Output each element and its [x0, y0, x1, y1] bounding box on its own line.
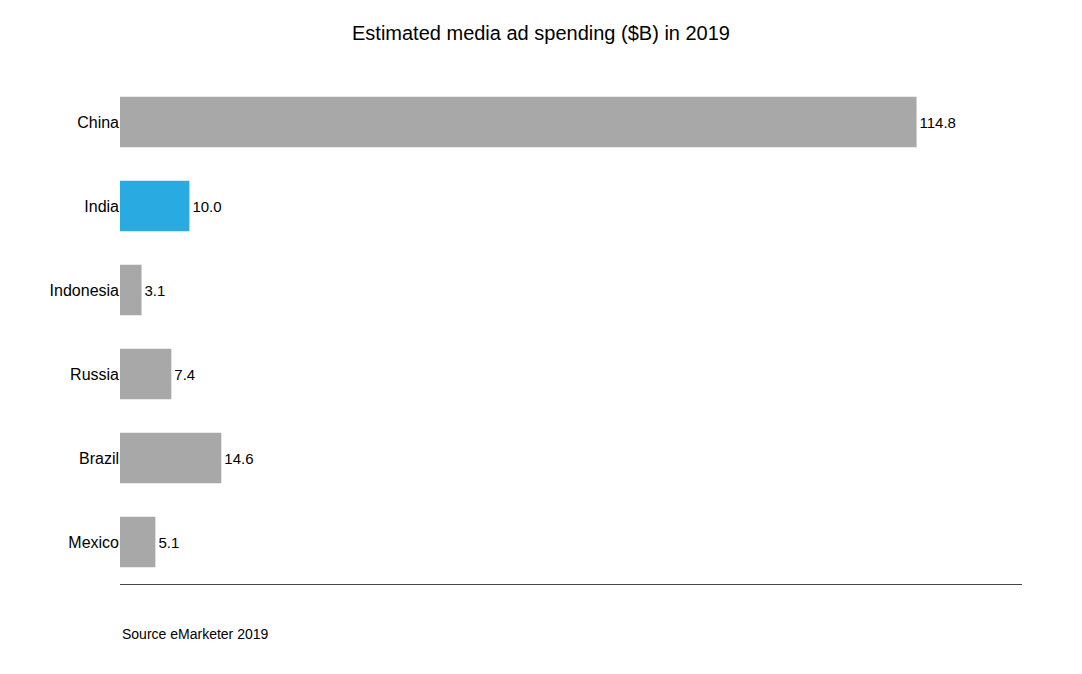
svg-text:Brazil: Brazil: [79, 450, 119, 467]
svg-text:7.4: 7.4: [174, 366, 195, 383]
svg-text:India: India: [84, 198, 119, 215]
svg-text:14.6: 14.6: [224, 450, 253, 467]
svg-text:China: China: [77, 114, 119, 131]
svg-text:Russia: Russia: [70, 366, 119, 383]
svg-text:Estimated media ad spending ($: Estimated media ad spending ($B) in 2019: [352, 22, 730, 44]
svg-text:Source eMarketer 2019: Source eMarketer 2019: [122, 626, 269, 642]
svg-text:10.0: 10.0: [192, 198, 221, 215]
svg-text:Mexico: Mexico: [68, 534, 119, 551]
svg-text:3.1: 3.1: [145, 282, 166, 299]
svg-text:Indonesia: Indonesia: [50, 282, 119, 299]
svg-text:5.1: 5.1: [158, 534, 179, 551]
svg-text:114.8: 114.8: [920, 114, 956, 131]
